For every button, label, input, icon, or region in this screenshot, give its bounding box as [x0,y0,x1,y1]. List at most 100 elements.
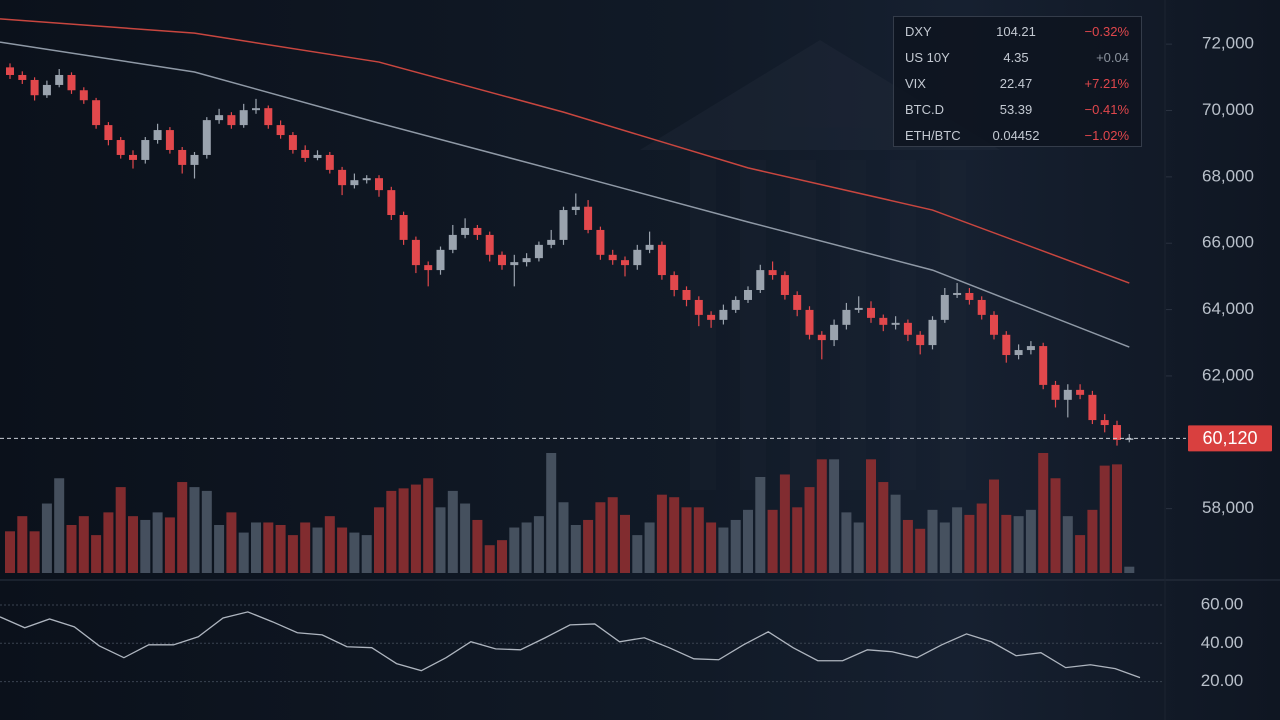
symbol: US 10Y [905,49,950,65]
candle-body [436,249,445,271]
watchlist-row: ETH/BTC 0.04452 −1.02% [894,122,1141,148]
candle-body [1125,438,1134,440]
candle-body [190,154,199,165]
y-tick-label: 66,000 [1202,233,1254,252]
candle-body [387,190,396,216]
volume-bar [890,494,901,573]
moving-average-line [0,18,1130,284]
volume-bar [632,535,643,573]
candle-body [940,294,949,320]
candle-body [55,74,64,85]
change: +0.04 [1096,49,1129,65]
volume-bar [779,474,790,573]
last-price-badge [1188,425,1272,452]
candle-body [977,299,986,315]
candle-body [657,244,666,276]
volume-bar [460,503,471,573]
volume-bar [29,531,40,573]
volume-bar [17,516,28,573]
volume-bar [706,522,717,573]
candle-body [104,125,113,141]
volume-bar [447,490,458,573]
volume-bar [1013,516,1024,573]
candle-body [485,234,494,255]
candle-body [264,108,273,126]
volume-bar [54,478,65,573]
volume-bar [214,525,225,573]
volume-bar [570,525,581,573]
candle-body [202,120,211,155]
volume-bar [693,507,704,573]
volume-bar [816,459,827,573]
last-price-label: 60,120 [1202,428,1257,448]
volume-bar [238,532,249,573]
symbol: DXY [905,23,932,39]
volume-bar [509,527,520,573]
y-tick-label: 68,000 [1202,166,1254,185]
y-tick-label: 60.00 [1201,594,1244,613]
candle-body [879,317,888,325]
candle-body [239,110,248,126]
volume-bar [152,512,163,573]
watchlist: DXY 104.21 −0.32% US 10Y 4.35 +0.04 VIX 22.47 +7… [893,16,1142,147]
candle-body [694,299,703,315]
candle-body [633,249,642,266]
candle-body [288,135,297,150]
volume-bar [349,532,360,573]
volume-bar [620,514,630,573]
volume-bar [730,519,741,573]
volume-bar [361,535,372,573]
candle-body [411,239,420,266]
change: +7.21% [1084,75,1129,91]
volume-bar [841,512,852,573]
volume-bar [337,527,348,573]
volume-bar [878,482,889,573]
candle-body [830,324,839,341]
volume-bar [324,516,335,573]
volume-bar [374,507,384,573]
volume-bar [989,479,999,573]
candle-body [79,90,88,101]
volume-bar [177,482,188,573]
volume-bar [583,519,594,573]
moving-average-line [0,41,1130,348]
volume-bar [927,509,938,573]
change: −0.41% [1084,101,1129,117]
watchlist-row: VIX 22.47 +7.21% [894,70,1141,96]
volume-bar [103,512,114,573]
volume-bar [497,540,507,573]
candle-body [473,227,482,235]
volume-bar [718,527,729,573]
volume-bar [755,477,766,573]
volume-bar [607,497,618,573]
volume-bar [300,522,311,573]
candle-body [227,115,236,126]
candle-body [645,244,654,250]
y-tick-label: 40.00 [1201,633,1244,652]
change: −1.02% [1084,127,1129,143]
candle-body [621,260,629,266]
candle-body [756,270,765,290]
volume-bar [263,522,274,573]
volume-bar [866,459,876,573]
volume-bar [1087,509,1098,573]
volume-bar [1062,516,1073,573]
volume-bar [1075,535,1086,573]
y-tick-label: 72,000 [1202,34,1254,53]
candle-body [129,154,137,160]
y-tick-label: 70,000 [1202,100,1254,119]
candle-body [608,254,617,261]
candle-body [1100,420,1109,426]
volume-bars [5,453,1135,573]
candle-body [596,229,605,255]
candle-body [6,67,14,75]
candle-body [793,294,802,310]
volume-bar [5,531,15,573]
candle-body [916,334,925,346]
volume-bar [915,528,926,573]
y-tick-label: 64,000 [1202,299,1254,318]
candle-body [1088,394,1097,421]
volume-bar [91,535,102,573]
candle-body [584,206,593,230]
volume-bar [128,516,138,573]
